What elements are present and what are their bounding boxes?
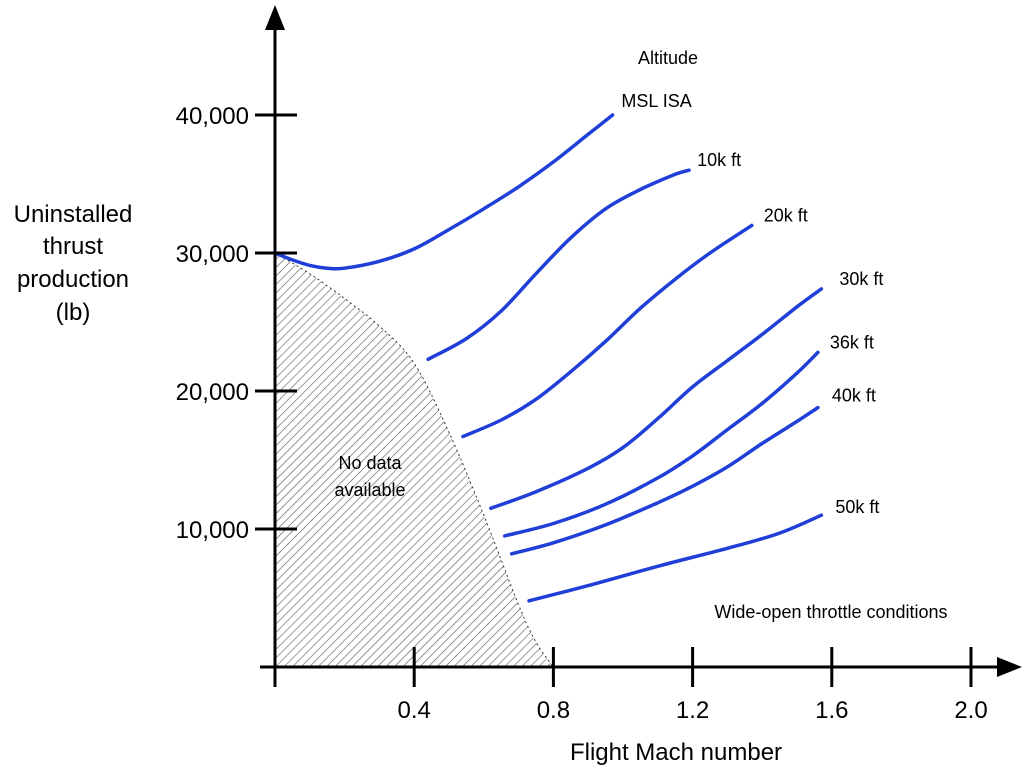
series-line-30k-ft	[489, 287, 824, 511]
series-label-20k-ft: 20k ft	[764, 205, 808, 225]
series-line-40k-ft	[509, 405, 820, 556]
y-tick-label: 30,000	[176, 241, 249, 268]
legend-title: Altitude	[638, 48, 698, 68]
x-tick-label: 1.2	[676, 697, 709, 724]
series-line-50k-ft	[527, 513, 824, 603]
x-axis-title: Flight Mach number	[570, 739, 782, 766]
y-tick-label: 10,000	[176, 517, 249, 544]
series-label-30k-ft: 30k ft	[839, 269, 883, 289]
series-label-msl-isa: MSL ISA	[621, 91, 691, 111]
y-axis-title-line-4: (lb)	[56, 299, 91, 326]
x-tick-label: 0.4	[398, 697, 431, 724]
series-layer	[273, 113, 824, 603]
y-axis-title-line-2: thrust	[43, 233, 103, 260]
axes-layer	[260, 5, 1022, 685]
y-axis-arrowhead	[265, 5, 285, 30]
x-tick-label: 2.0	[954, 697, 987, 724]
x-tick-label: 0.8	[537, 697, 570, 724]
series-label-40k-ft: 40k ft	[832, 386, 876, 406]
wide-open-throttle-note: Wide-open throttle conditions	[714, 602, 947, 622]
series-label-50k-ft: 50k ft	[835, 497, 879, 517]
y-axis-title-line-3: production	[17, 266, 129, 293]
no-data-label-line-1: No data	[338, 453, 402, 473]
series-line-10k-ft	[426, 168, 691, 362]
y-axis-title-line-1: Uninstalled	[14, 201, 133, 228]
series-line-36k-ft	[502, 350, 820, 538]
x-tick-label: 1.6	[815, 697, 848, 724]
no-data-label-line-2: available	[334, 480, 405, 500]
series-line-20k-ft	[461, 223, 754, 439]
series-line-msl-isa	[273, 113, 615, 271]
ticks-layer: 0.4 0.8 1.2 1.6 2.0 10,000 20,000 30,000 40,000	[176, 103, 988, 724]
x-axis-arrowhead	[997, 657, 1022, 677]
y-tick-label: 20,000	[176, 379, 249, 406]
labels-layer: Flight Mach number Uninstalled thrust pr…	[14, 48, 948, 766]
series-label-36k-ft: 36k ft	[830, 332, 874, 352]
series-label-10k-ft: 10k ft	[697, 150, 741, 170]
no-data-region	[274, 252, 555, 668]
y-tick-label: 40,000	[176, 103, 249, 130]
